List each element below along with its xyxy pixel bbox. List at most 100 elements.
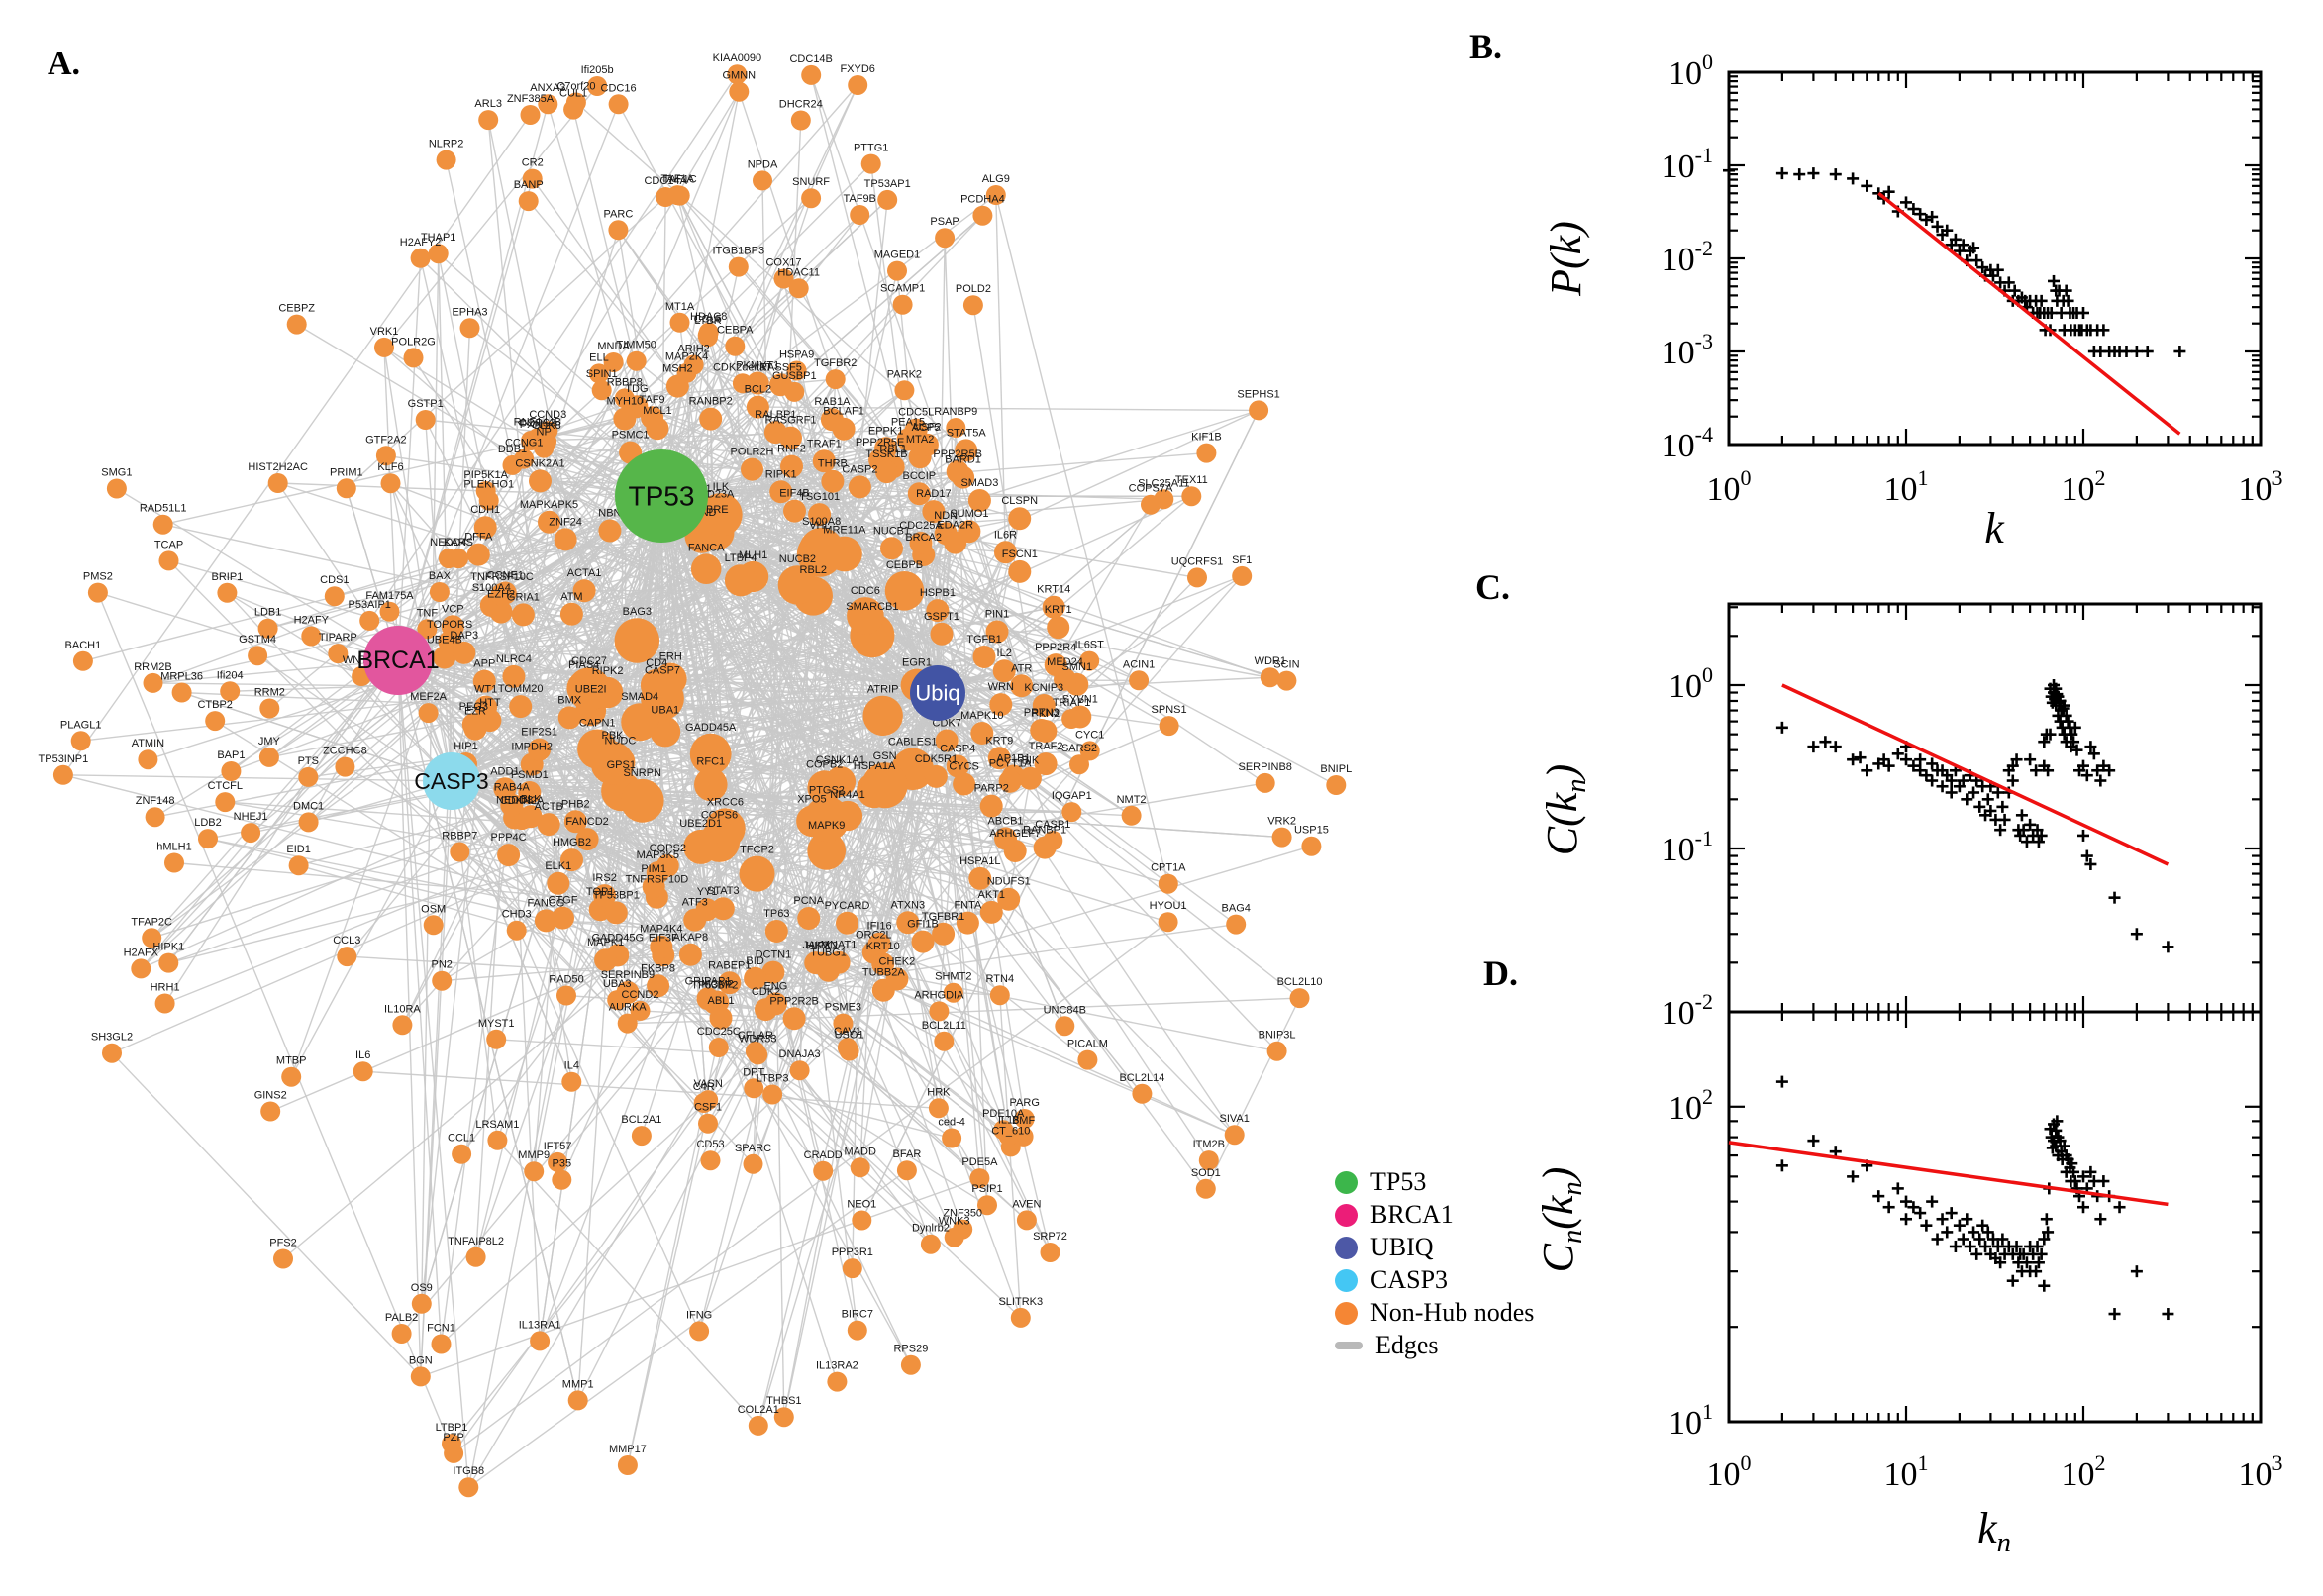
network-node-label: SIVA1 [1220, 1113, 1250, 1125]
network-node [514, 449, 535, 469]
network-node-label: TP53BP2 [691, 979, 738, 991]
network-node-label: TUBG1 [810, 948, 847, 959]
network-node [708, 1038, 729, 1057]
network-node [198, 829, 218, 849]
network-node [487, 1130, 508, 1150]
network-node [565, 92, 586, 113]
network-node-label: UBE2I [575, 683, 607, 695]
network-node [698, 1113, 718, 1134]
network-node [131, 958, 152, 979]
network-node-label: MNDA [597, 341, 630, 352]
network-node-label: TOPORS [427, 619, 472, 631]
casp3-dot-swatch [1335, 1268, 1358, 1292]
network-node-label: PMS2 [83, 571, 113, 583]
network-node-label: FANCD2 [565, 816, 608, 828]
network-node-label: DAP3 [450, 630, 478, 642]
network-node-label: WDR1 [1255, 655, 1286, 667]
network-node-label: CYCS [949, 761, 979, 773]
network-node-label: NDN [934, 510, 958, 522]
network-node-label: MMP9 [518, 1149, 550, 1161]
network-node [1044, 653, 1067, 677]
network-node [867, 932, 891, 955]
network-node-label: PKN2 [1032, 708, 1060, 720]
network-node-label: IL13RA2 [816, 1360, 858, 1372]
network-node [850, 205, 870, 225]
network-node [1141, 494, 1161, 515]
network-node-label: MRE11A [823, 525, 866, 537]
network-node [258, 747, 279, 767]
network-node-label: PIAS4 [568, 659, 599, 671]
network-node [337, 947, 357, 967]
network-node-label: LDB2 [194, 817, 222, 829]
network-node [461, 713, 485, 737]
fit-line [1781, 683, 2170, 866]
network-node [603, 352, 624, 372]
network-node-label: COPS2 [650, 843, 686, 854]
network-node-label: ZNF350 [943, 1208, 982, 1220]
network-node-label: MADD [845, 1146, 876, 1157]
network-node-labels: ZNF24USF2ORC2LMCM2BCCIPWDR33POLR2HMNAT1T… [39, 52, 1353, 1477]
network-node [138, 749, 158, 770]
network-node [773, 1407, 794, 1428]
network-node-label: TGFBR2 [814, 357, 857, 369]
network-node [497, 844, 521, 867]
network-node-label: IL18 [998, 1114, 1019, 1126]
network-node-label: XRCC6 [707, 796, 744, 808]
network-node [953, 772, 976, 796]
network-node-label: TGFBR1 [922, 911, 964, 923]
network-node-label: RNF144B [514, 416, 561, 428]
network-node [935, 729, 959, 752]
plot-ticks [1727, 70, 2263, 447]
network-node-label: LTBR [694, 315, 721, 327]
network-node [700, 1150, 721, 1171]
network-node-label: PPP2R4 [1035, 642, 1076, 653]
network-node [788, 278, 809, 299]
network-node [478, 490, 499, 511]
network-node-label: UBA3 [603, 978, 632, 990]
network-node-label: GMNN [722, 70, 756, 82]
network-node-label: GRIPAP1 [685, 975, 732, 987]
network-node-label: TNFRSF10D [626, 874, 689, 886]
network-node-label: SMAD3 [960, 477, 998, 489]
network-node [380, 473, 401, 494]
network-node-label: RPS29 [893, 1344, 928, 1355]
network-node-label: SARS2 [1061, 743, 1097, 754]
network-node [932, 922, 956, 946]
network-node-label: ELK1 [545, 860, 571, 872]
network-node-label: MRPL36 [160, 671, 203, 683]
network-node-label: AURKA [609, 1002, 648, 1014]
network-node [260, 1101, 281, 1122]
network-node [298, 812, 319, 833]
network-node-label: NEDD4 [430, 537, 466, 549]
network-node-label: EZH2 [487, 589, 515, 601]
network-node-label: IL6ST [1075, 640, 1105, 651]
network-node-label: IFI16 [867, 921, 892, 933]
network-node [956, 911, 979, 935]
network-node [997, 887, 1021, 911]
network-node [598, 519, 622, 543]
network-node [909, 532, 933, 554]
network-node-label: MMP1 [562, 1378, 594, 1390]
network-node [631, 1126, 652, 1147]
network-node [970, 722, 994, 745]
network-node [972, 646, 996, 668]
network-node-label: S100A4 [472, 582, 511, 594]
network-node-label: COPS6 [701, 810, 738, 822]
network-node [1055, 1016, 1075, 1037]
network-node [433, 646, 456, 669]
network-node [745, 1041, 765, 1061]
network-node [929, 1001, 950, 1022]
network-node [930, 622, 954, 646]
network-node [646, 417, 669, 441]
network-node-label: TNFRSF10C [470, 571, 534, 583]
network-node [1255, 772, 1275, 793]
network-node [946, 460, 969, 483]
network-node [72, 650, 93, 671]
network-node [887, 260, 907, 281]
network-node-label: MYH10 [607, 396, 644, 408]
network-node-label: CDC16 [601, 82, 637, 94]
network-node-label: EIF2S1 [521, 727, 557, 739]
network-node-label: CASP1 [1035, 819, 1070, 831]
network-node-label: BID [746, 955, 763, 967]
network-node-label: RAB4A [494, 782, 531, 794]
